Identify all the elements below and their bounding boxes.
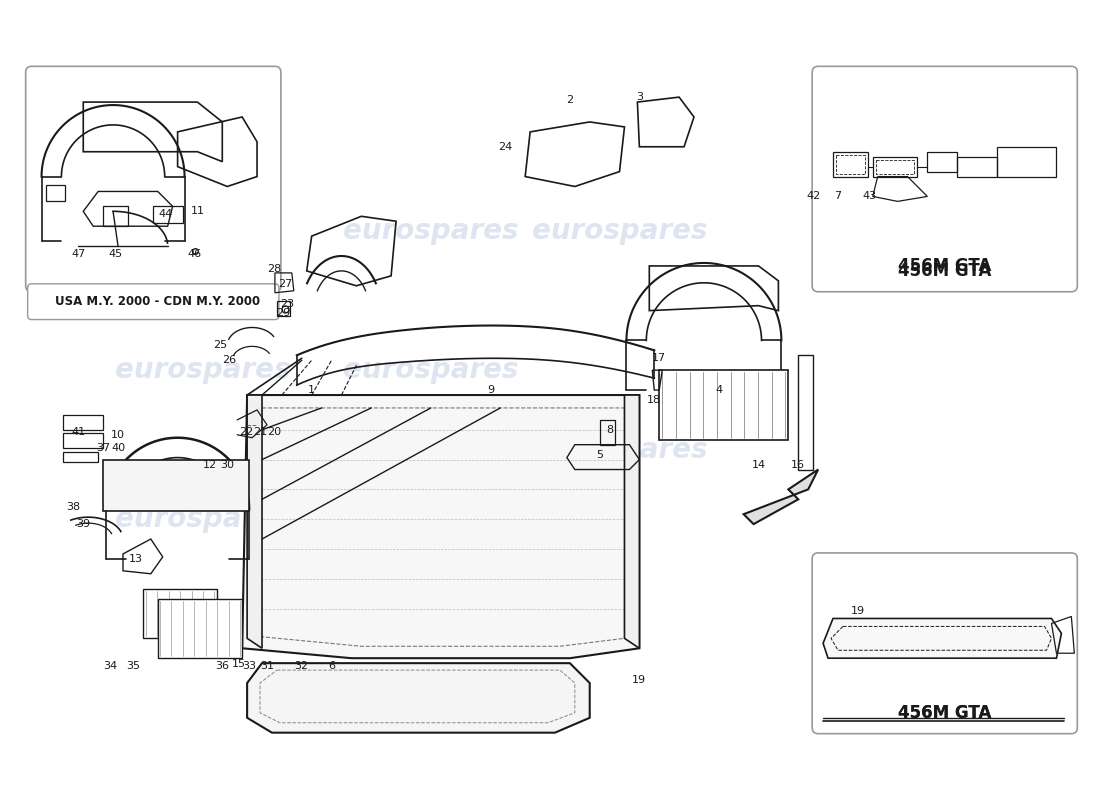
Polygon shape [64, 415, 103, 430]
Text: USA M.Y. 2000 - CDN M.Y. 2000: USA M.Y. 2000 - CDN M.Y. 2000 [55, 295, 261, 308]
Text: 12: 12 [204, 459, 218, 470]
Text: 6: 6 [328, 661, 336, 671]
Text: 13: 13 [129, 554, 143, 564]
Text: 7: 7 [835, 191, 842, 202]
Text: 39: 39 [76, 519, 90, 529]
FancyBboxPatch shape [28, 284, 279, 319]
Polygon shape [242, 395, 639, 658]
Text: 31: 31 [260, 661, 274, 671]
Text: 43: 43 [862, 191, 877, 202]
Text: 28: 28 [267, 264, 282, 274]
Text: 17: 17 [652, 354, 667, 363]
Text: 20: 20 [267, 426, 280, 437]
Text: 36: 36 [216, 661, 229, 671]
Text: 456M GTA: 456M GTA [898, 704, 991, 722]
Text: 14: 14 [751, 459, 766, 470]
Text: 38: 38 [66, 502, 80, 512]
Text: 3: 3 [636, 92, 642, 102]
Text: eurospares: eurospares [114, 356, 290, 384]
Text: 456M GTA: 456M GTA [898, 257, 991, 275]
Text: 23: 23 [279, 298, 294, 309]
FancyBboxPatch shape [25, 66, 280, 292]
Text: 5: 5 [596, 450, 603, 460]
Text: 34: 34 [103, 661, 117, 671]
Text: 4: 4 [715, 385, 723, 395]
Polygon shape [248, 663, 590, 733]
Polygon shape [823, 618, 1062, 658]
Text: 24: 24 [498, 142, 513, 152]
Text: 33: 33 [242, 661, 256, 671]
Text: 41: 41 [72, 426, 86, 437]
FancyBboxPatch shape [812, 553, 1077, 734]
Text: 18: 18 [647, 395, 661, 405]
Text: 32: 32 [295, 661, 309, 671]
Polygon shape [143, 589, 218, 638]
Polygon shape [64, 433, 103, 448]
Text: 29: 29 [276, 308, 290, 318]
Polygon shape [659, 370, 789, 440]
Polygon shape [625, 395, 639, 648]
Text: 45: 45 [108, 249, 122, 259]
Text: 30: 30 [220, 459, 234, 470]
Text: 46: 46 [187, 249, 201, 259]
Text: 25: 25 [213, 340, 228, 350]
Polygon shape [64, 452, 98, 462]
Text: eurospares: eurospares [343, 217, 518, 245]
Text: 19: 19 [632, 675, 647, 685]
Polygon shape [744, 470, 818, 524]
FancyBboxPatch shape [812, 66, 1077, 292]
Text: 16: 16 [791, 459, 805, 470]
Text: 11: 11 [190, 206, 205, 216]
Text: eurospares: eurospares [343, 356, 518, 384]
Text: 456M GTA: 456M GTA [898, 704, 991, 722]
Polygon shape [103, 459, 249, 511]
Text: 1: 1 [308, 385, 316, 395]
Text: eurospares: eurospares [114, 505, 290, 533]
Text: 42: 42 [806, 191, 821, 202]
Text: 10: 10 [111, 430, 125, 440]
Text: eurospares: eurospares [531, 217, 707, 245]
Text: eurospares: eurospares [343, 505, 518, 533]
Text: 19: 19 [850, 606, 865, 615]
Text: 26: 26 [222, 355, 236, 366]
Text: eurospares: eurospares [531, 436, 707, 464]
Text: 35: 35 [125, 661, 140, 671]
Text: 9: 9 [487, 385, 494, 395]
Text: 2: 2 [566, 95, 573, 105]
Text: 8: 8 [606, 425, 613, 434]
Text: 27: 27 [277, 279, 292, 289]
Text: 15: 15 [232, 659, 246, 669]
Text: 44: 44 [158, 210, 173, 219]
Text: 40: 40 [111, 442, 125, 453]
Text: 21: 21 [253, 426, 267, 437]
Polygon shape [157, 598, 242, 658]
Polygon shape [248, 395, 262, 648]
Text: 456M GTA: 456M GTA [898, 262, 991, 280]
Text: 22: 22 [239, 426, 253, 437]
Text: 37: 37 [96, 442, 110, 453]
Text: 47: 47 [72, 249, 86, 259]
